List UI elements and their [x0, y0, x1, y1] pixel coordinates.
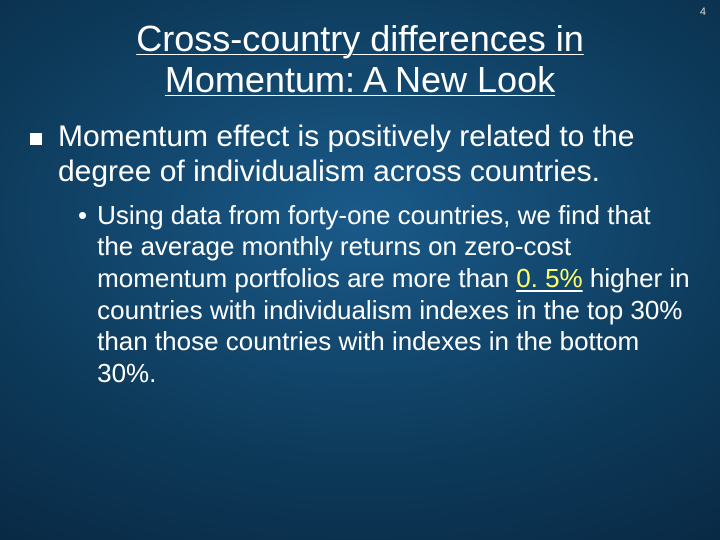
bullet-level-2: • Using data from forty-one countries, w…: [78, 200, 690, 390]
title-line-2: Momentum: A New Look: [165, 59, 555, 100]
slide-title: Cross-country differences in Momentum: A…: [0, 0, 720, 101]
slide: 4 Cross-country differences in Momentum:…: [0, 0, 720, 540]
dot-bullet-icon: •: [78, 200, 87, 231]
highlight-percent: 0. 5%: [516, 263, 583, 293]
square-bullet-icon: [30, 133, 42, 145]
bullet-1-text: Momentum effect is positively related to…: [58, 119, 690, 190]
slide-body: Momentum effect is positively related to…: [0, 101, 720, 390]
page-number: 4: [700, 6, 706, 18]
bullet-level-1: Momentum effect is positively related to…: [30, 119, 690, 190]
bullet-2-text: Using data from forty-one countries, we …: [97, 200, 690, 390]
title-line-1: Cross-country differences in: [136, 18, 584, 59]
